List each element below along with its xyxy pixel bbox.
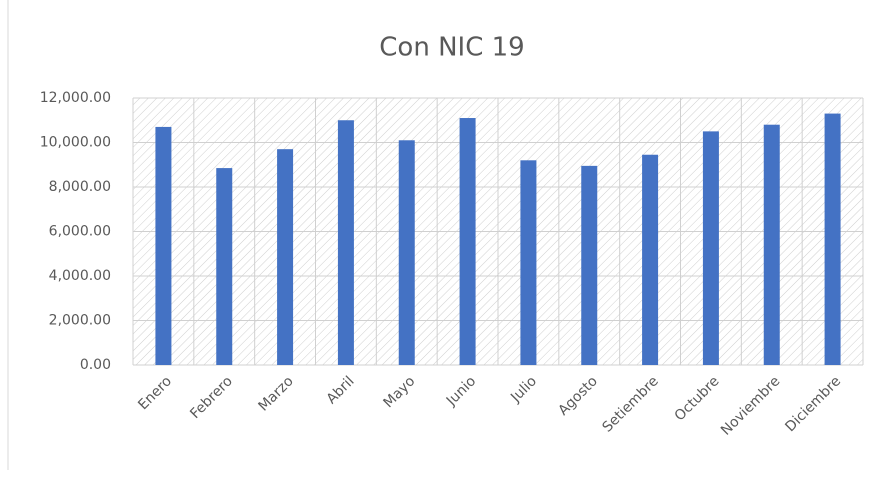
y-tick-label: 2,000.00: [49, 313, 111, 329]
bar: [642, 154, 659, 365]
bar: [763, 124, 780, 365]
chart-title: Con NIC 19: [379, 33, 524, 63]
x-tick-label: Julio: [507, 373, 540, 406]
x-tick-label: Febrero: [187, 373, 236, 422]
x-tick-label: Abril: [324, 373, 358, 407]
bar: [337, 120, 354, 365]
x-tick-label: Agosto: [555, 373, 601, 419]
bar: [216, 168, 233, 365]
y-tick-label: 0.00: [80, 357, 111, 373]
bar: [581, 165, 598, 365]
x-tick-label: Junio: [443, 373, 479, 409]
x-tick-label: Setiembre: [599, 373, 661, 435]
bar: [459, 118, 476, 366]
y-tick-label: 6,000.00: [49, 224, 111, 240]
y-tick-label: 10,000.00: [40, 135, 111, 151]
y-tick-label: 8,000.00: [49, 179, 111, 195]
x-tick-label: Octubre: [672, 373, 723, 424]
bar: [277, 149, 294, 365]
x-tick-label: Enero: [135, 373, 175, 413]
x-tick-label: Noviembre: [718, 373, 783, 438]
y-tick-label: 12,000.00: [40, 90, 111, 106]
x-tick-label: Diciembre: [782, 373, 844, 435]
x-tick-label: Marzo: [255, 373, 296, 414]
bar: [824, 113, 841, 365]
x-tick-label: Mayo: [381, 373, 419, 411]
y-tick-label: 4,000.00: [49, 268, 111, 284]
bar: [702, 131, 719, 365]
bar: [155, 126, 172, 365]
bar: [398, 140, 415, 365]
bar: [520, 160, 537, 365]
